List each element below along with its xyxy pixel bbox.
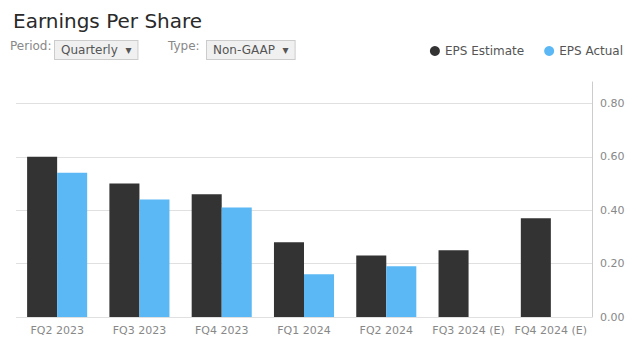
svg-text:Type:: Type:	[167, 39, 200, 53]
svg-text:0.60: 0.60	[600, 150, 625, 163]
svg-text:FQ3 2023: FQ3 2023	[113, 324, 166, 337]
svg-text:Quarterly ▾: Quarterly ▾	[61, 43, 131, 57]
svg-text:FQ4 2024 (E): FQ4 2024 (E)	[515, 324, 588, 337]
svg-text:FQ2 2024: FQ2 2024	[360, 324, 413, 337]
svg-text:FQ1 2024: FQ1 2024	[277, 324, 330, 337]
svg-text:FQ4 2023: FQ4 2023	[195, 324, 248, 337]
svg-text:EPS Estimate: EPS Estimate	[445, 44, 524, 58]
svg-text:FQ2 2023: FQ2 2023	[30, 324, 83, 337]
svg-text:Non-GAAP ▾: Non-GAAP ▾	[213, 43, 289, 57]
svg-text:Period:: Period:	[10, 39, 51, 53]
svg-text:0.80: 0.80	[600, 97, 625, 110]
svg-text:Earnings Per Share: Earnings Per Share	[13, 9, 202, 33]
svg-text:FQ3 2024 (E): FQ3 2024 (E)	[432, 324, 505, 337]
svg-text:EPS Actual: EPS Actual	[559, 44, 623, 58]
svg-text:0.20: 0.20	[600, 257, 625, 270]
svg-text:0.00: 0.00	[600, 311, 625, 324]
svg-text:0.40: 0.40	[600, 204, 625, 217]
